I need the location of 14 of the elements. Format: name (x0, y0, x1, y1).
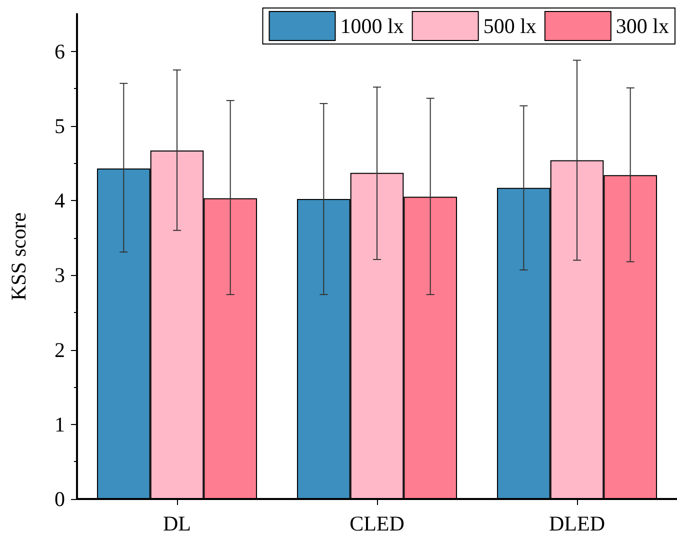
x-tick-label: DLED (549, 512, 605, 536)
legend-label: 500 lx (483, 14, 537, 38)
y-tick-label: 6 (54, 39, 65, 64)
y-tick-label: 5 (54, 114, 65, 138)
y-tick-label: 2 (54, 338, 65, 362)
legend-label: 1000 lx (340, 14, 404, 38)
legend-label: 300 lx (616, 14, 670, 38)
y-axis-title: KSS score (6, 212, 30, 301)
x-tick-label: CLED (350, 512, 404, 536)
y-tick-label: 1 (54, 412, 65, 436)
y-tick-label: 4 (54, 188, 66, 213)
y-tick-label: 3 (54, 263, 65, 288)
x-tick-label: DL (163, 512, 191, 536)
y-tick-label: 0 (54, 487, 65, 511)
